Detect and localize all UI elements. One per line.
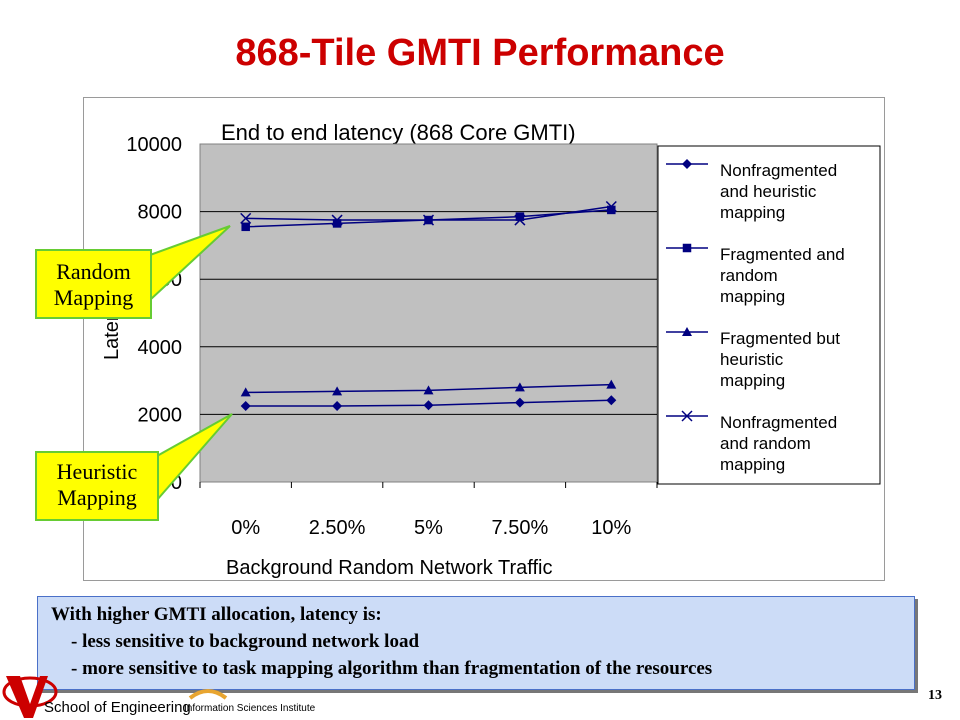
- heuristic-mapping-callout: Heuristic Mapping: [35, 451, 159, 521]
- data-point: [331, 214, 343, 226]
- data-point: [423, 385, 434, 395]
- isi-logo-mark: [188, 689, 228, 700]
- plot-area: [199, 143, 658, 483]
- data-point: [514, 397, 525, 408]
- y-tick-label: 10000: [126, 134, 182, 156]
- random-callout-line-1: Random: [56, 259, 131, 284]
- data-point: [515, 212, 525, 221]
- x-tick-label: 7.50%: [492, 517, 549, 539]
- data-point: [332, 219, 342, 228]
- y-tick-label: 8000: [138, 202, 183, 224]
- random-callout-pointer: [149, 225, 231, 303]
- chart-area: End to end latency (868 Core GMTI) 10000 8…: [83, 97, 885, 581]
- legend-label: mapping: [720, 371, 785, 390]
- footer-school-name: School of Engineering: [44, 699, 191, 716]
- x-tick-label: 0%: [231, 517, 260, 539]
- data-point: [607, 205, 616, 215]
- y-tick-label: 4000: [138, 337, 183, 359]
- y-tick-label: 0: [171, 472, 182, 494]
- legend-box: [657, 145, 881, 485]
- legend-marker: [682, 159, 692, 169]
- legend-label: Fragmented and: [720, 245, 845, 264]
- legend-label: mapping: [720, 203, 785, 222]
- logo-v-shape: [6, 676, 48, 718]
- x-tick-label: 5%: [414, 517, 443, 539]
- heuristic-callout-pointer: [156, 413, 233, 503]
- random-callout-line-2: Mapping: [53, 285, 134, 310]
- legend-label: and random: [720, 434, 811, 453]
- legend-label: Nonfragmented: [720, 161, 837, 180]
- x-axis-label: Background Random Network Traffic: [226, 557, 552, 579]
- page-number: 13: [928, 688, 942, 703]
- data-point: [240, 400, 251, 411]
- note-line-2: - less sensitive to background network l…: [71, 631, 420, 652]
- data-point: [241, 222, 250, 232]
- legend-marker: [681, 410, 693, 422]
- data-point: [240, 387, 251, 397]
- legend-marker: [682, 243, 692, 253]
- legend-label: mapping: [720, 287, 785, 306]
- footer-institute-name: Information Sciences Institute: [184, 703, 316, 714]
- y-tick-label: 2000: [138, 404, 183, 426]
- data-point: [514, 382, 525, 392]
- x-tick-label: 10%: [591, 517, 631, 539]
- legend-label: Nonfragmented: [720, 413, 837, 432]
- data-point: [423, 400, 434, 411]
- heuristic-callout-line-1: Heuristic: [56, 459, 138, 484]
- university-logo: [2, 676, 228, 718]
- legend-label: heuristic: [720, 350, 784, 369]
- logo-swoosh: [2, 676, 58, 708]
- note-line-3: - more sensitive to task mapping algorit…: [71, 658, 713, 679]
- data-point: [606, 395, 617, 406]
- note-line-1: With higher GMTI allocation, latency is:: [51, 604, 382, 625]
- data-point: [514, 214, 526, 226]
- legend-marker: [682, 327, 692, 336]
- data-point: [422, 214, 435, 226]
- x-tick-label: 2.50%: [309, 517, 366, 539]
- data-point: [240, 212, 252, 224]
- latency-chart: End to end latency (868 Core GMTI) 10000 8…: [101, 120, 881, 579]
- conclusion-note: With higher GMTI allocation, latency is:…: [37, 596, 915, 690]
- data-point: [332, 386, 343, 396]
- data-point: [605, 200, 617, 213]
- slide-title: 868-Tile GMTI Performance: [235, 32, 725, 74]
- data-point: [606, 379, 617, 389]
- heuristic-callout-line-2: Mapping: [57, 485, 137, 510]
- data-point: [332, 400, 343, 411]
- legend-label: Fragmented but: [720, 329, 840, 348]
- legend-label: random: [720, 266, 778, 285]
- chart-title: End to end latency (868 Core GMTI): [221, 120, 576, 145]
- random-mapping-callout: Random Mapping: [35, 249, 152, 319]
- legend-label: and heuristic: [720, 182, 817, 201]
- legend-label: mapping: [720, 455, 785, 474]
